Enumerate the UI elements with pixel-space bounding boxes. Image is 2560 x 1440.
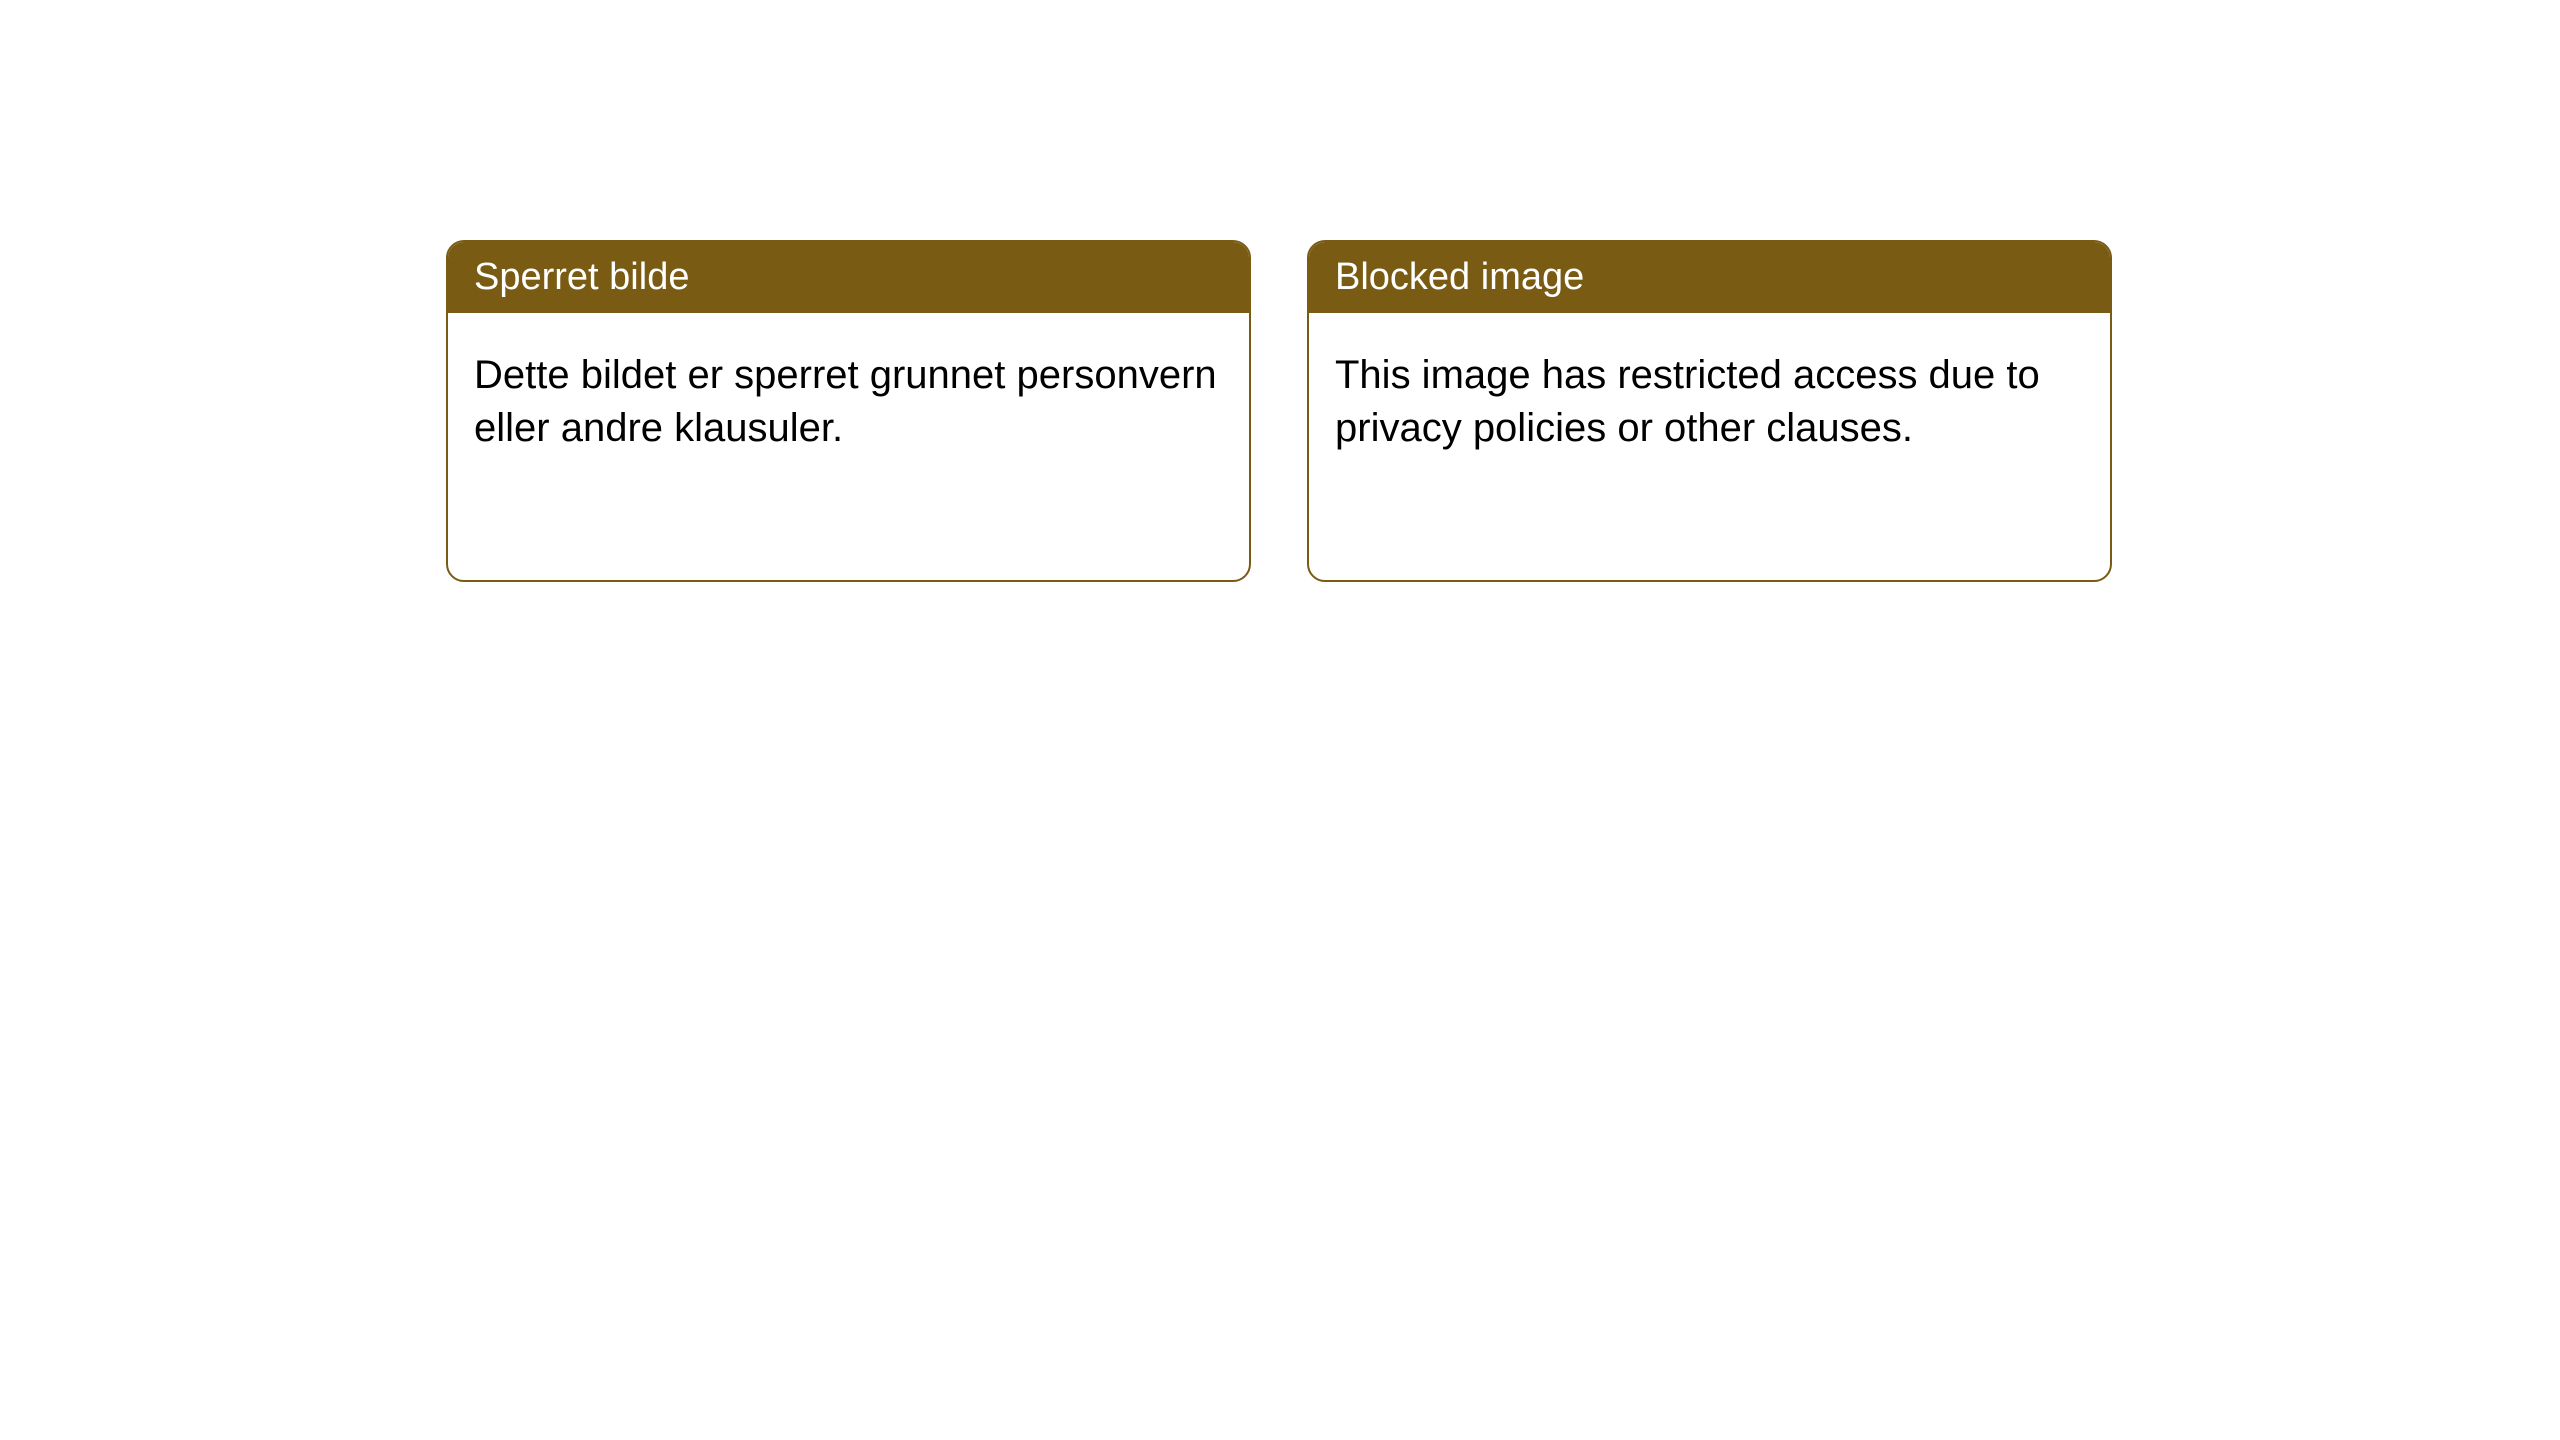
card-title: Sperret bilde — [448, 242, 1249, 313]
card-body-text: Dette bildet er sperret grunnet personve… — [448, 313, 1249, 491]
blocked-image-card-no: Sperret bilde Dette bildet er sperret gr… — [446, 240, 1251, 582]
card-title: Blocked image — [1309, 242, 2110, 313]
card-body-text: This image has restricted access due to … — [1309, 313, 2110, 491]
blocked-image-card-en: Blocked image This image has restricted … — [1307, 240, 2112, 582]
card-container: Sperret bilde Dette bildet er sperret gr… — [446, 240, 2112, 582]
